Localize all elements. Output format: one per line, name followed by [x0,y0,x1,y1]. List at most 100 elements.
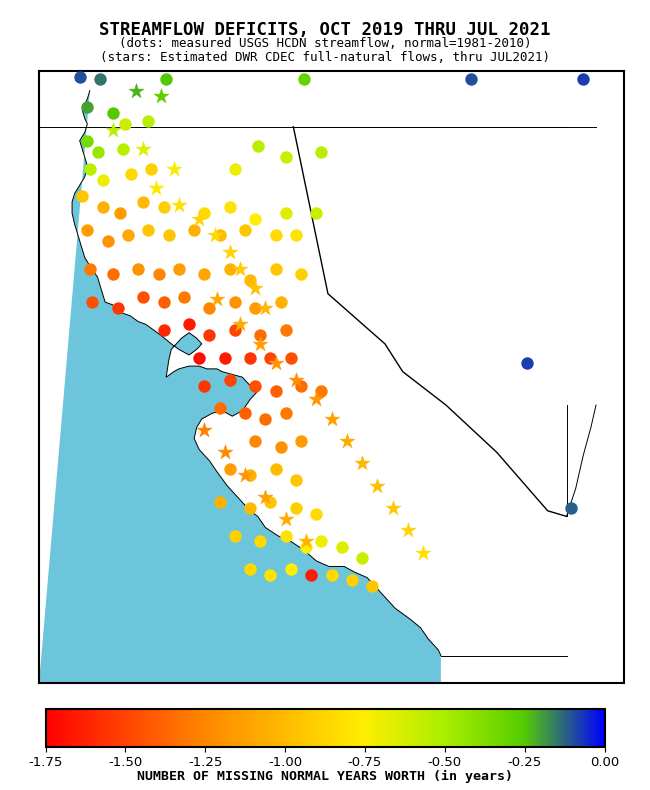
Point [107,123,118,136]
Polygon shape [39,71,441,683]
Point [229,529,240,542]
Point [214,401,225,414]
Point [159,324,169,337]
Point [270,385,281,397]
Point [224,463,235,476]
Point [253,140,263,152]
Point [107,107,118,119]
Point [301,540,311,553]
Point [224,374,235,386]
Point [92,145,103,158]
Point [174,262,184,275]
Text: (dots: measured USGS HCDN streamflow, normal=1981-2010): (dots: measured USGS HCDN streamflow, no… [119,37,531,50]
Point [341,435,352,448]
Point [285,352,296,364]
Point [194,213,205,225]
Point [291,374,301,386]
Point [296,379,306,392]
Text: NUMBER OF MISSING NORMAL YEARS WORTH (in years): NUMBER OF MISSING NORMAL YEARS WORTH (in… [137,769,513,783]
Point [143,115,153,127]
Point [466,73,476,86]
Point [245,502,255,514]
Point [357,551,367,564]
Point [115,207,125,220]
Point [245,273,255,286]
Point [296,268,306,280]
Point [95,73,105,86]
Point [260,491,270,503]
Point [82,134,92,147]
Point [265,496,276,509]
Point [281,151,291,164]
Point [418,546,428,559]
Point [250,435,261,448]
Point [224,246,235,258]
Point [367,580,378,592]
Point [84,162,95,175]
Point [189,224,200,236]
Point [220,352,230,364]
Point [214,229,225,242]
Point [75,70,85,83]
Point [125,167,136,180]
Point [306,569,317,581]
Point [260,412,270,425]
Point [199,207,209,220]
Point [82,224,92,236]
Point [387,502,398,514]
Point [235,318,245,331]
Point [245,563,255,576]
Point [194,352,205,364]
Point [240,468,250,481]
Point [164,229,174,242]
Point [270,463,281,476]
Point [372,480,382,492]
Point [131,85,141,97]
Point [235,262,245,275]
Point [281,207,291,220]
Point [229,162,240,175]
Point [326,412,337,425]
Point [143,224,153,236]
Point [204,301,214,314]
Point [281,324,291,337]
Point [184,318,194,331]
Point [250,282,261,295]
Point [337,540,347,553]
Point [311,393,322,406]
Point [107,268,118,280]
Point [133,262,144,275]
Point [316,385,326,397]
Point [346,574,357,587]
Point [255,329,265,342]
Point [212,293,222,306]
Point [281,529,291,542]
Point [285,563,296,576]
Point [123,229,133,242]
Point [270,229,281,242]
Point [566,502,576,514]
Point [240,224,250,236]
Point [138,196,148,209]
Point [151,182,161,194]
Point [522,357,532,370]
Point [250,301,261,314]
Point [281,407,291,419]
Point [153,268,164,280]
Polygon shape [72,91,567,656]
Point [77,190,88,203]
Point [199,268,209,280]
Point [168,162,179,175]
Point [98,173,108,186]
Point [281,513,291,525]
Point [276,441,286,453]
Point [161,73,172,86]
Point [311,207,322,220]
Point [204,329,214,342]
Point [255,337,265,350]
Point [316,145,326,158]
Point [156,90,166,103]
Point [118,143,128,156]
Point [214,496,225,509]
Point [250,379,261,392]
